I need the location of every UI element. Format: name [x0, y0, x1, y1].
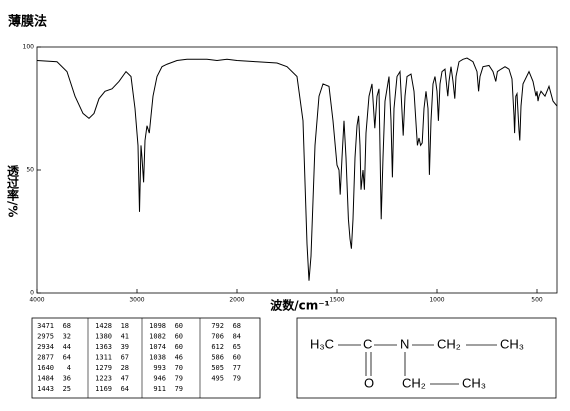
atom: CH₂ — [437, 336, 461, 351]
table-dividers — [87, 318, 201, 398]
peak-transmittance: 46 — [175, 354, 183, 362]
x-tick-label: 500 — [531, 297, 543, 304]
peak-transmittance: 60 — [175, 322, 183, 330]
atom: H₃C — [310, 336, 334, 351]
x-tick-label: 2000 — [229, 297, 244, 304]
peak-wavenumber: 505 — [211, 364, 224, 372]
peak-transmittance: 25 — [63, 385, 71, 393]
peak-transmittance: 79 — [233, 375, 241, 383]
x-tick-label: 1500 — [329, 297, 344, 304]
peak-transmittance: 60 — [175, 333, 183, 341]
peak-wavenumber: 1038 — [149, 354, 166, 362]
peak-transmittance: 32 — [63, 333, 71, 341]
peak-wavenumber: 1443 — [37, 385, 54, 393]
x-tick-label: 3000 — [129, 297, 144, 304]
atom: C — [363, 336, 372, 351]
peak-transmittance: 68 — [63, 322, 71, 330]
peak-transmittance: 28 — [121, 364, 129, 372]
atom: CH₂ — [402, 375, 426, 390]
peak-wavenumber: 2934 — [37, 343, 54, 351]
x-axis-label: 波数/cm⁻¹ — [270, 298, 330, 313]
atom: CH₃ — [462, 375, 486, 390]
peak-wavenumber: 1074 — [149, 343, 166, 351]
y-axis-label: 透过率/% — [6, 165, 20, 218]
x-tick-label: 4000 — [29, 297, 44, 304]
peak-wavenumber: 706 — [211, 333, 224, 341]
structure-box — [296, 317, 557, 399]
peak-transmittance: 79 — [175, 375, 183, 383]
peak-wavenumber: 1082 — [149, 333, 166, 341]
peak-transmittance: 36 — [63, 375, 71, 383]
atom: N — [400, 336, 409, 351]
peak-wavenumber: 911 — [153, 385, 166, 393]
peak-transmittance: 64 — [63, 354, 71, 362]
chart-title: 薄膜法 — [8, 14, 47, 30]
peak-wavenumber: 1279 — [95, 364, 112, 372]
peak-wavenumber: 1428 — [95, 322, 112, 330]
peak-wavenumber: 1169 — [95, 385, 112, 393]
peak-wavenumber: 495 — [211, 375, 224, 383]
peak-wavenumber: 792 — [211, 322, 224, 330]
peak-wavenumber: 1223 — [95, 375, 112, 383]
peak-wavenumber: 612 — [211, 343, 224, 351]
peak-wavenumber: 993 — [153, 364, 166, 372]
peak-transmittance: 47 — [121, 375, 129, 383]
peak-transmittance: 65 — [233, 343, 241, 351]
peak-table-box — [31, 317, 261, 399]
y-tick-label: 50 — [26, 167, 34, 174]
peak-transmittance: 60 — [175, 343, 183, 351]
peak-transmittance: 41 — [121, 333, 129, 341]
peak-transmittance: 4 — [67, 364, 71, 372]
peak-transmittance: 79 — [175, 385, 183, 393]
peak-transmittance: 77 — [233, 364, 241, 372]
atom: CH₃ — [500, 336, 524, 351]
y-tick-label: 0 — [30, 290, 34, 297]
peak-transmittance: 39 — [121, 343, 129, 351]
peak-transmittance: 60 — [233, 354, 241, 362]
y-tick-label: 100 — [23, 44, 35, 51]
peak-transmittance: 68 — [233, 322, 241, 330]
peak-transmittance: 70 — [175, 364, 183, 372]
peak-wavenumber: 1311 — [95, 354, 112, 362]
peak-wavenumber: 1640 — [37, 364, 54, 372]
peak-wavenumber: 2975 — [37, 333, 54, 341]
peak-wavenumber: 1363 — [95, 343, 112, 351]
peak-wavenumber: 2877 — [37, 354, 54, 362]
peak-wavenumber: 1098 — [149, 322, 166, 330]
peak-transmittance: 18 — [121, 322, 129, 330]
spectrum-line — [36, 57, 558, 281]
peak-wavenumber: 586 — [211, 354, 224, 362]
structure: H₃C C N CH₂ CH₃ O CH₂ CH₃ — [310, 336, 524, 390]
peak-wavenumber: 3471 — [37, 322, 54, 330]
peak-transmittance: 67 — [121, 354, 129, 362]
peak-wavenumber: 1380 — [95, 333, 112, 341]
peak-transmittance: 84 — [233, 333, 241, 341]
atom: O — [364, 375, 374, 390]
peak-wavenumber: 1484 — [37, 375, 54, 383]
x-tick-label: 1000 — [429, 297, 444, 304]
peak-transmittance: 44 — [63, 343, 71, 351]
peak-wavenumber: 946 — [153, 375, 166, 383]
peak-transmittance: 64 — [121, 385, 129, 393]
